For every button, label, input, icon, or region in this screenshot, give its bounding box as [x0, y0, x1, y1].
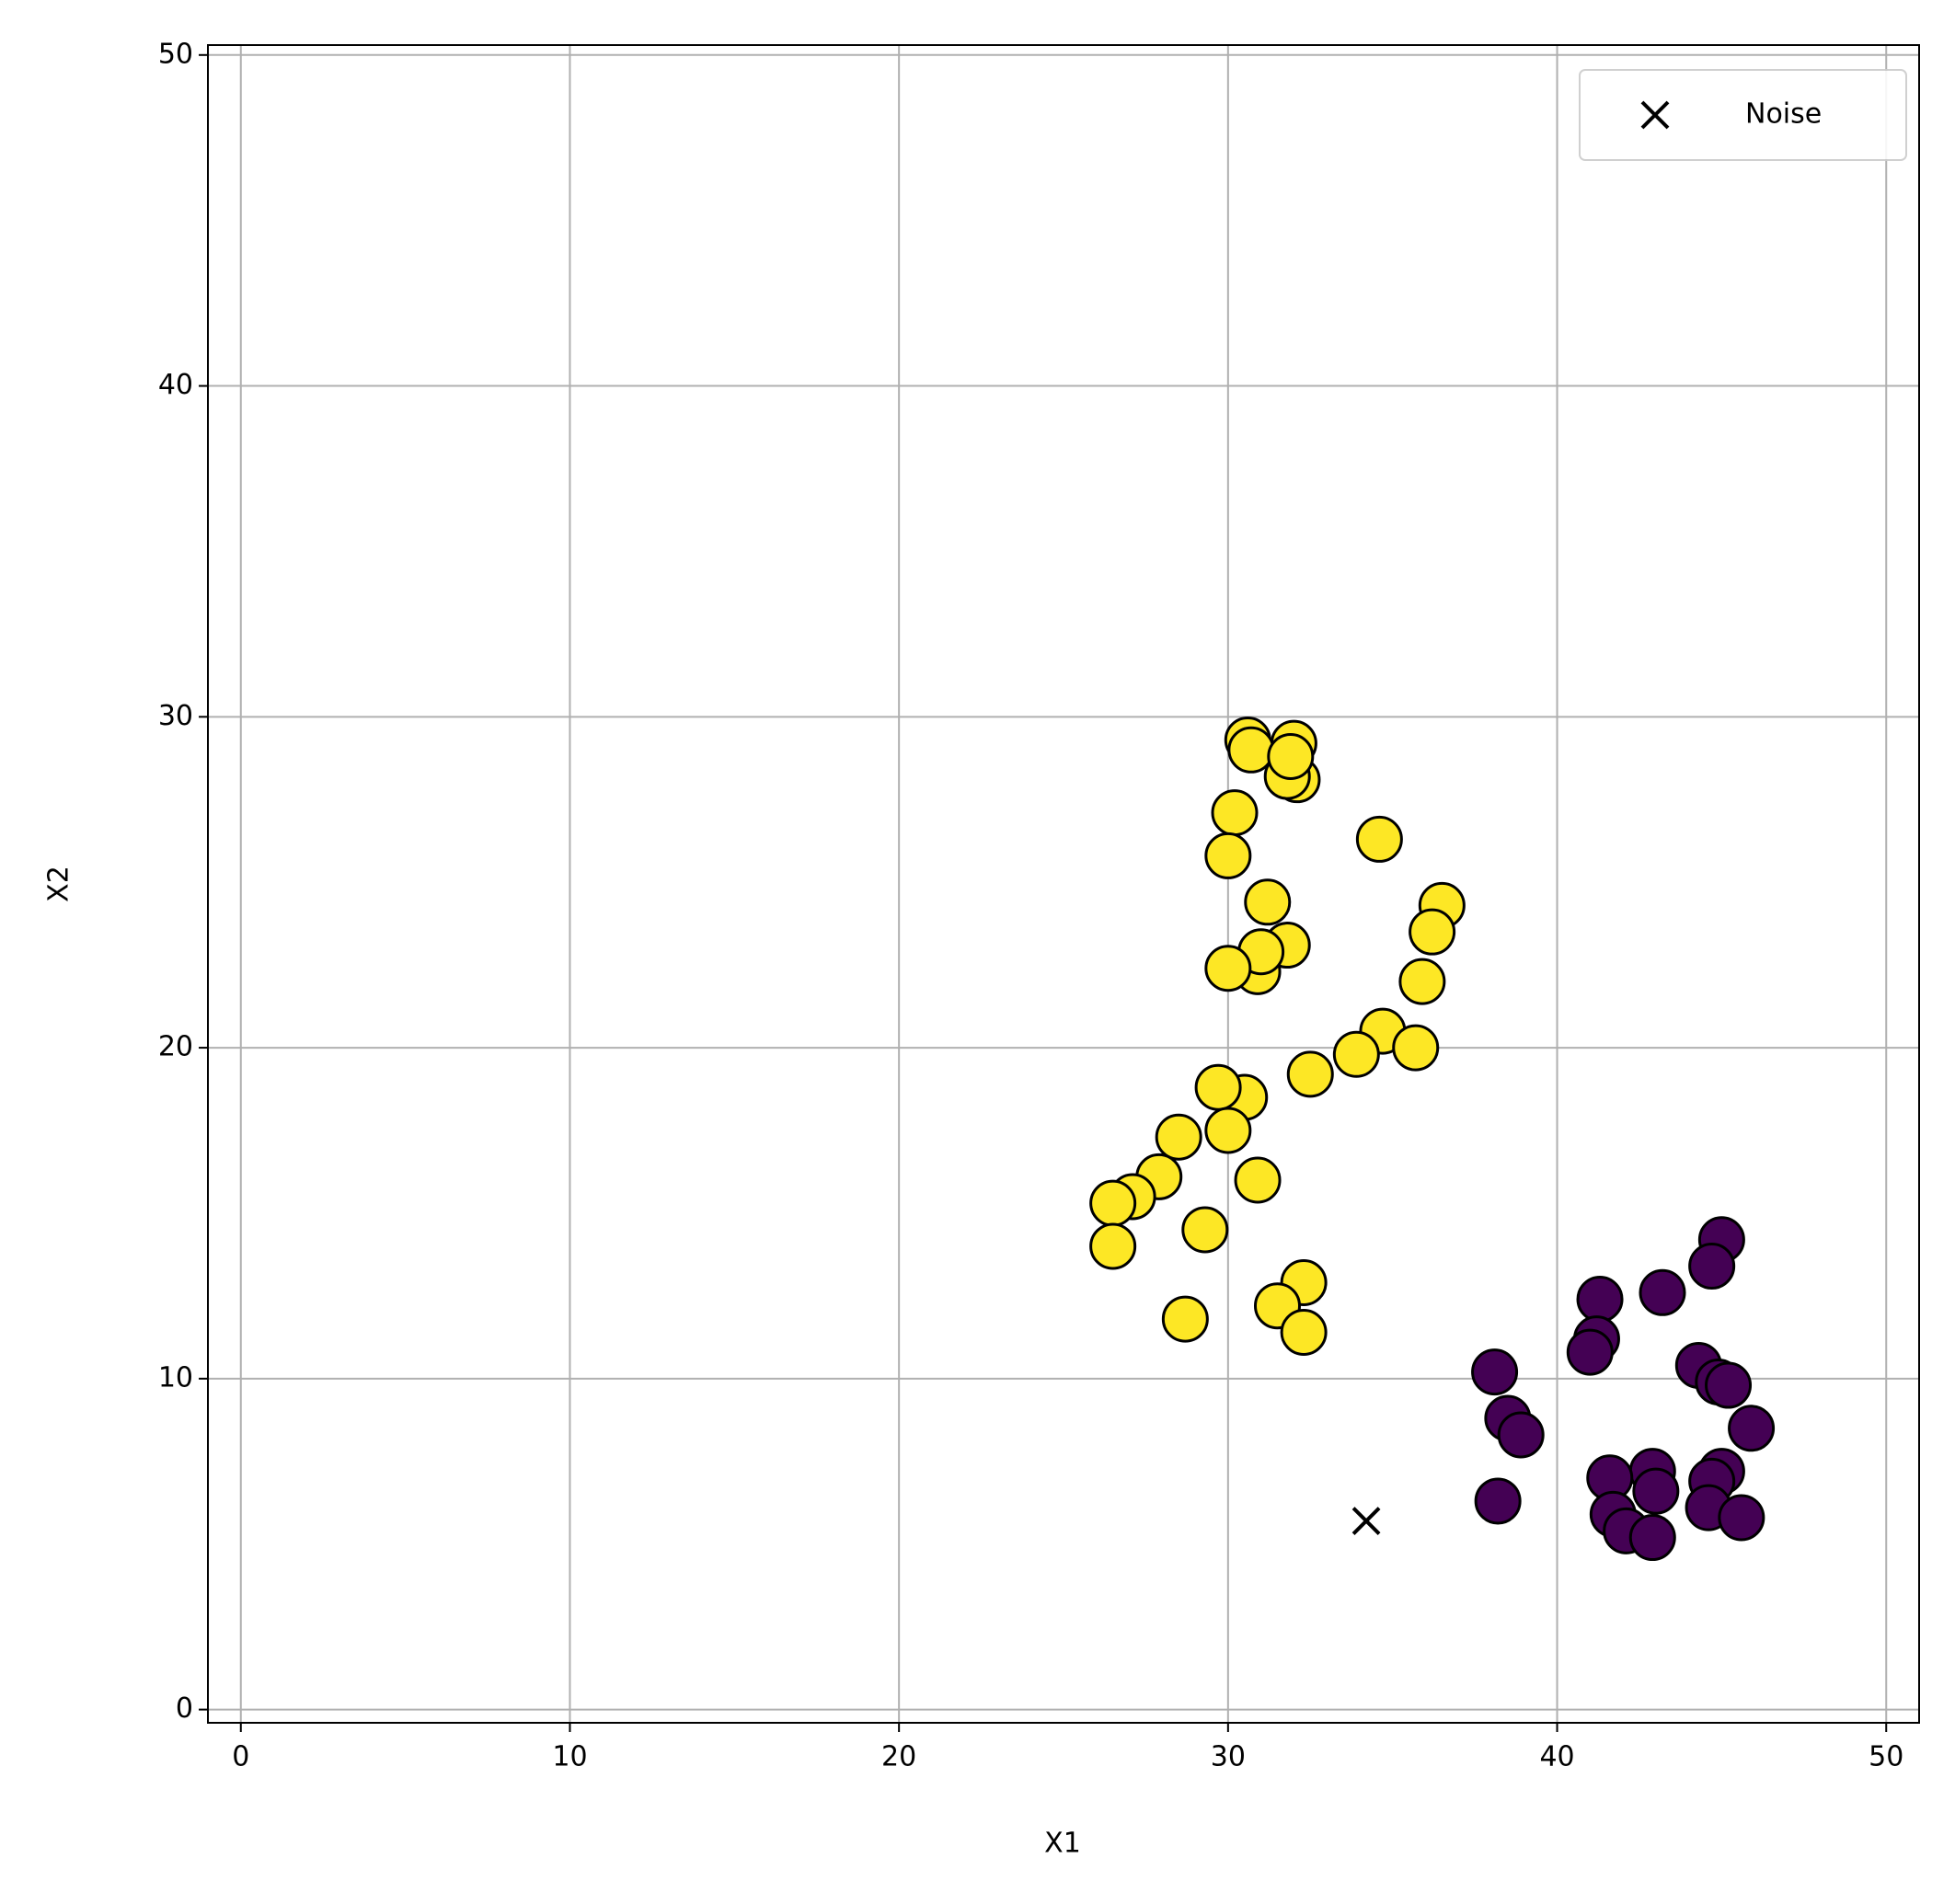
point [1227, 726, 1275, 774]
point [1497, 1411, 1545, 1459]
point [1204, 832, 1252, 879]
point [1204, 945, 1252, 992]
plot-frame [207, 44, 1920, 1724]
y-tick-label: 20 [158, 1031, 193, 1063]
point [1392, 1024, 1440, 1072]
point [1267, 732, 1315, 780]
x-axis-label: X1 [1044, 1828, 1081, 1860]
point [1234, 1156, 1282, 1204]
point [1089, 1222, 1137, 1270]
x-tick-label: 30 [1211, 1741, 1246, 1773]
point [1728, 1405, 1776, 1452]
x-tick-label: 0 [232, 1741, 249, 1773]
point [1355, 815, 1403, 863]
y-tick-label: 40 [158, 369, 193, 401]
point [1566, 1328, 1614, 1376]
point [1161, 1295, 1209, 1343]
y-axis-label: X2 [43, 866, 75, 902]
point [1628, 1514, 1676, 1562]
point [1244, 878, 1292, 926]
y-tick-label: 50 [158, 38, 193, 70]
y-tick-label: 0 [176, 1692, 193, 1725]
legend-marker [1640, 100, 1670, 130]
point [1089, 1179, 1137, 1227]
point [1632, 1467, 1680, 1515]
point [1718, 1494, 1765, 1542]
point [1409, 908, 1456, 956]
point [1194, 1063, 1242, 1111]
point [1639, 1268, 1686, 1316]
point [1181, 1206, 1229, 1254]
point [1155, 1113, 1202, 1161]
x-marker-stroke [1351, 1507, 1381, 1535]
x-tick-label: 50 [1869, 1741, 1903, 1773]
y-tick-label: 10 [158, 1361, 193, 1394]
noise-point [1351, 1507, 1381, 1535]
point [1705, 1361, 1753, 1409]
point [1332, 1030, 1380, 1078]
x-tick-label: 40 [1539, 1741, 1574, 1773]
point [1204, 1107, 1252, 1154]
point [1280, 1308, 1328, 1356]
x-tick-label: 20 [881, 1741, 916, 1773]
point [1286, 1050, 1334, 1098]
point [1211, 789, 1259, 837]
point [1474, 1477, 1522, 1525]
point [1398, 958, 1446, 1005]
point [1688, 1243, 1736, 1290]
legend-label: Noise [1745, 98, 1822, 131]
point [1471, 1348, 1519, 1396]
y-tick-label: 30 [158, 700, 193, 732]
x-tick-label: 10 [552, 1741, 587, 1773]
legend-box [1579, 69, 1907, 161]
x-marker-stroke [1640, 100, 1670, 130]
point [1576, 1276, 1624, 1324]
